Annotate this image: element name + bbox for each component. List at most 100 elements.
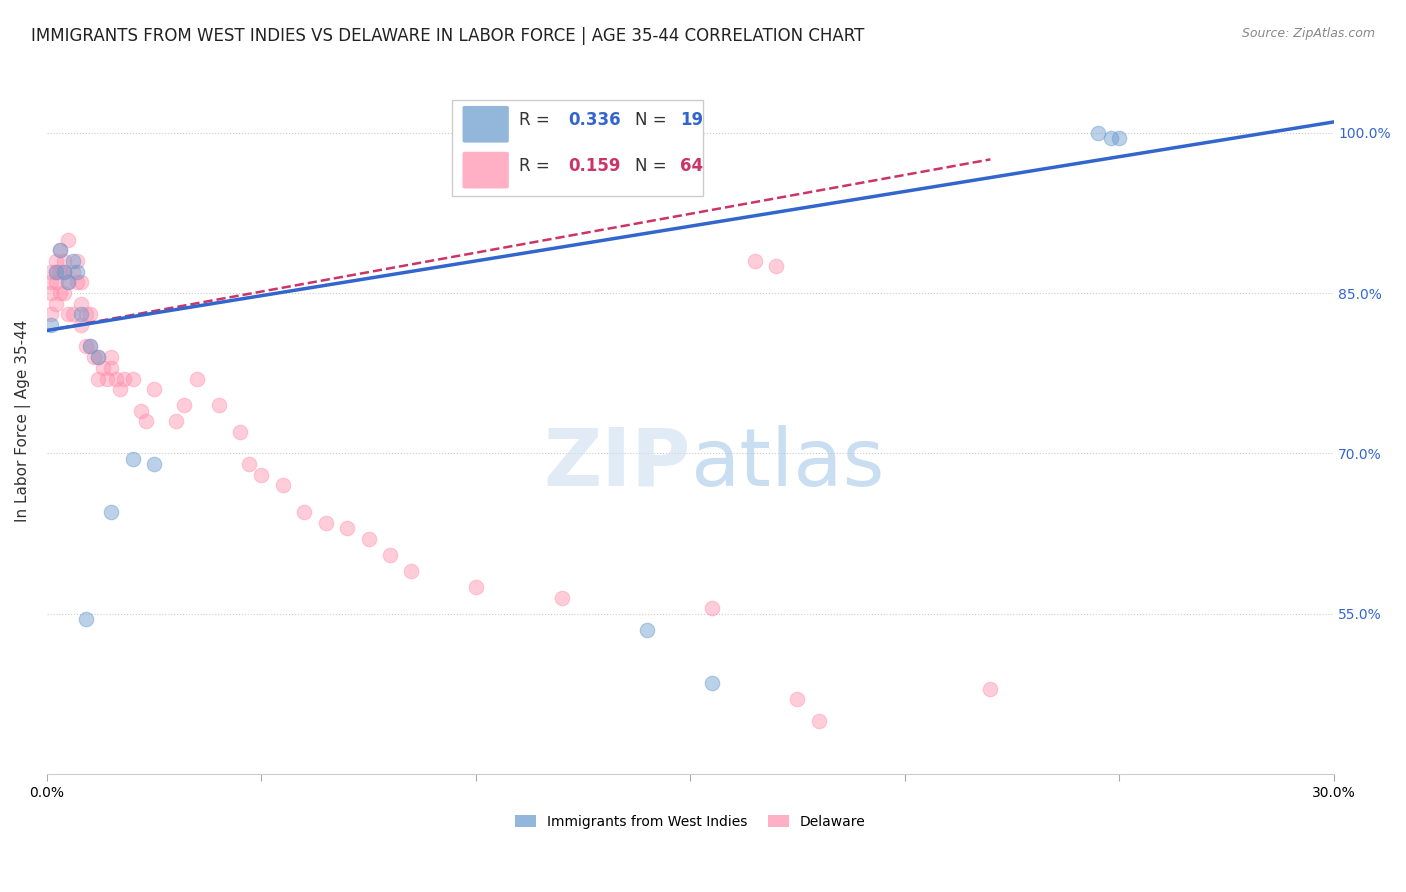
Point (100, 360, 122, 375)
Point (39, 276, 62, 290)
Point (62, 254, 84, 268)
Point (70, 307, 93, 321)
Point (70, 296, 93, 310)
Point (135, 414, 157, 428)
Point (79, 339, 101, 353)
Point (464, 580, 486, 594)
Text: R =: R = (519, 111, 555, 128)
Point (49, 265, 72, 279)
Point (66, 265, 89, 279)
Text: 0.336: 0.336 (568, 111, 620, 128)
Point (62, 307, 84, 321)
Text: N =: N = (636, 111, 672, 128)
Point (165, 414, 187, 428)
Point (550, 591, 572, 605)
Point (229, 425, 252, 439)
Text: 19: 19 (681, 111, 703, 128)
Point (49, 244, 72, 258)
Point (58, 276, 80, 290)
Point (336, 521, 359, 535)
Point (292, 505, 315, 519)
Point (143, 457, 166, 471)
Text: atlas: atlas (690, 425, 884, 502)
Point (636, 623, 658, 637)
Point (39, 318, 62, 332)
Point (807, 714, 830, 728)
Point (121, 451, 143, 466)
Text: R =: R = (519, 157, 555, 175)
Point (100, 505, 122, 519)
Point (250, 467, 273, 482)
Point (173, 398, 195, 412)
Point (53, 265, 76, 279)
Point (87, 350, 110, 364)
Point (112, 371, 135, 385)
Point (357, 532, 380, 546)
Text: IMMIGRANTS FROM WEST INDIES VS DELAWARE IN LABOR FORCE | AGE 35-44 CORRELATION C: IMMIGRANTS FROM WEST INDIES VS DELAWARE … (31, 27, 865, 45)
Point (79, 339, 101, 353)
Point (49, 285, 72, 300)
Point (45, 265, 67, 279)
Point (75, 307, 97, 321)
Point (1087, 126, 1109, 140)
Point (49, 244, 72, 258)
Point (271, 478, 294, 492)
Point (45, 265, 67, 279)
Point (66, 276, 89, 290)
Point (786, 692, 808, 706)
FancyBboxPatch shape (463, 106, 509, 143)
Text: 64: 64 (681, 157, 703, 175)
Point (186, 371, 208, 385)
Text: Source: ZipAtlas.com: Source: ZipAtlas.com (1241, 27, 1375, 40)
Point (58, 276, 80, 290)
Point (765, 260, 787, 274)
Text: 0.159: 0.159 (568, 157, 620, 175)
Y-axis label: In Labor Force | Age 35-44: In Labor Force | Age 35-44 (15, 320, 31, 523)
Point (45, 254, 67, 268)
Point (53, 265, 76, 279)
Point (96, 371, 118, 385)
Point (75, 339, 97, 353)
Point (131, 403, 153, 417)
Point (238, 457, 260, 471)
Point (1108, 131, 1130, 145)
Point (87, 371, 110, 385)
Point (70, 318, 93, 332)
Point (700, 676, 723, 690)
Legend: Immigrants from West Indies, Delaware: Immigrants from West Indies, Delaware (509, 809, 872, 834)
Point (58, 233, 80, 247)
Point (45, 276, 67, 290)
Text: ZIP: ZIP (543, 425, 690, 502)
Bar (453, 100, 703, 195)
Point (1099, 131, 1122, 145)
Point (83, 350, 105, 364)
Point (39, 265, 62, 279)
Point (53, 254, 76, 268)
Point (121, 371, 143, 385)
Point (100, 350, 122, 364)
Point (700, 601, 723, 615)
Point (45, 296, 67, 310)
Point (58, 307, 80, 321)
Point (744, 254, 766, 268)
Point (108, 382, 131, 396)
Point (87, 350, 110, 364)
Point (401, 564, 423, 578)
Point (315, 516, 337, 530)
Point (75, 612, 97, 626)
Point (378, 548, 401, 562)
Point (207, 398, 229, 412)
Point (979, 681, 1001, 696)
Point (70, 276, 93, 290)
Point (39, 307, 62, 321)
Text: N =: N = (636, 157, 672, 175)
Point (62, 265, 84, 279)
Point (91, 360, 114, 375)
Point (53, 285, 76, 300)
Point (143, 382, 166, 396)
FancyBboxPatch shape (463, 152, 509, 188)
Point (66, 254, 89, 268)
Point (39, 285, 62, 300)
Point (104, 371, 127, 385)
Point (79, 307, 101, 321)
